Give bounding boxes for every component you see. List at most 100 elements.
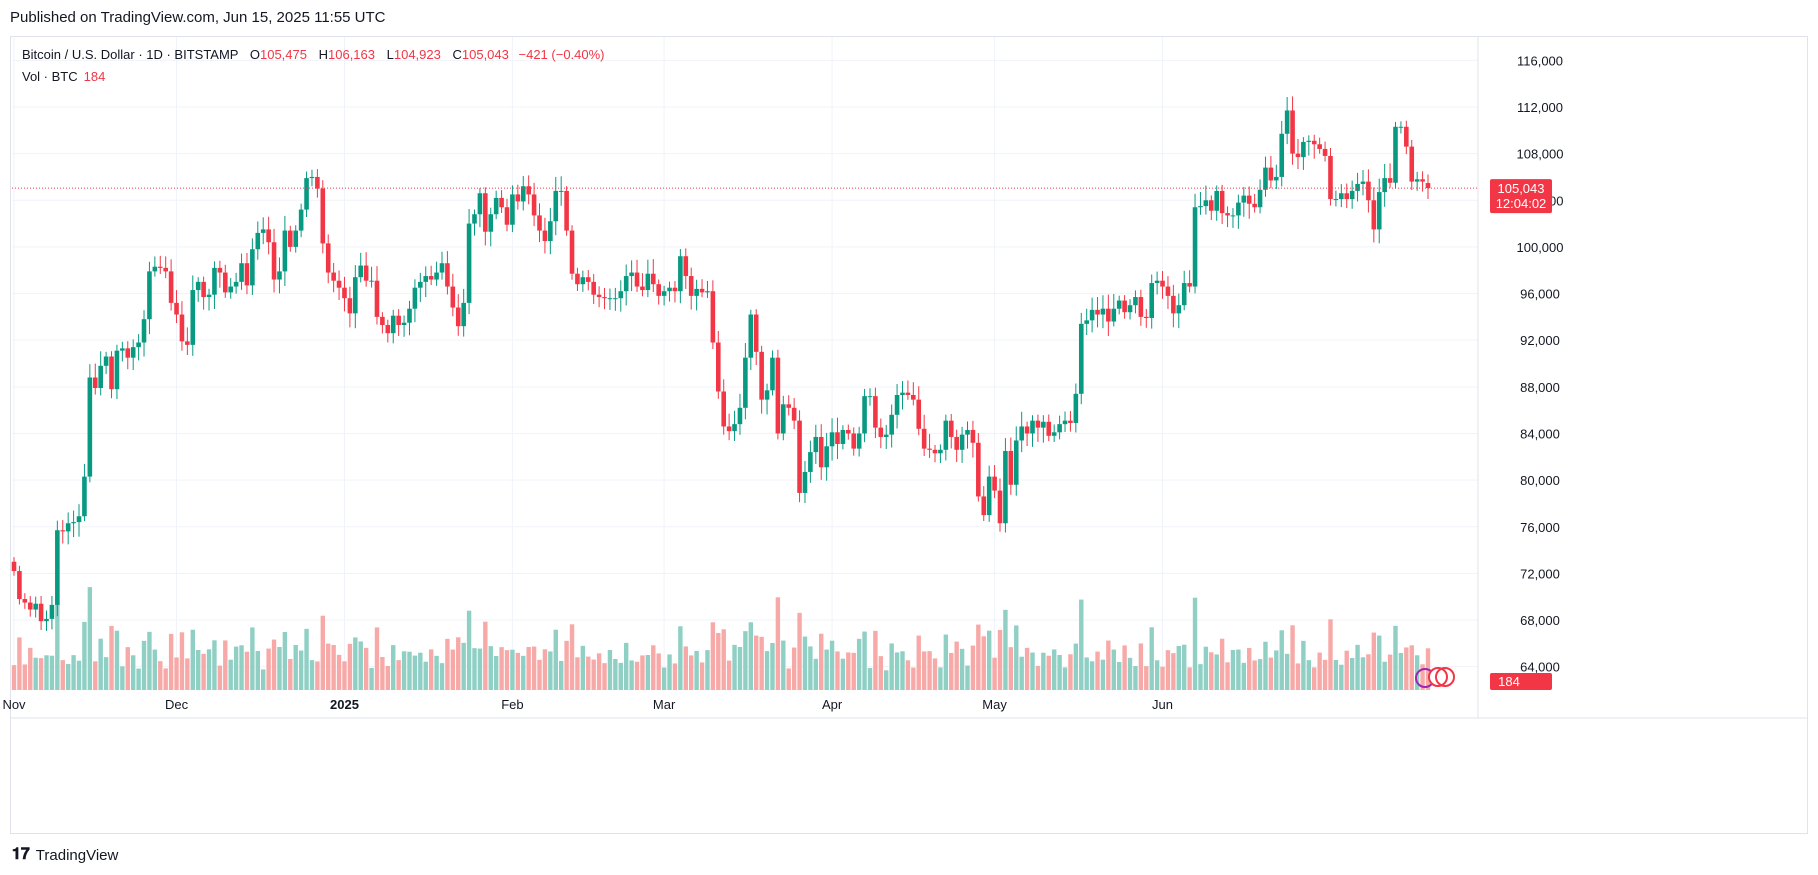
candle-body xyxy=(1404,126,1409,147)
candle-body xyxy=(1317,144,1322,149)
candle-body xyxy=(461,302,466,327)
candle-body xyxy=(1154,280,1160,284)
time-axis-label: Feb xyxy=(501,697,523,712)
price-tick-label: 92,000 xyxy=(1520,333,1560,348)
candle-body xyxy=(781,404,786,434)
candle-body xyxy=(98,365,103,388)
volume-bar xyxy=(477,648,483,690)
volume-bar xyxy=(201,653,206,690)
candle-body xyxy=(428,276,434,280)
volume-bar xyxy=(71,655,76,690)
volume-bar xyxy=(158,661,163,690)
volume-bar xyxy=(347,643,353,690)
volume-bar xyxy=(271,639,277,690)
candle-body xyxy=(22,599,28,603)
volume-bar xyxy=(147,631,152,690)
candle-body xyxy=(1279,133,1285,177)
volume-bar xyxy=(60,660,65,690)
volume-bar xyxy=(754,635,759,690)
candle-body xyxy=(38,603,44,622)
volume-bar xyxy=(921,651,927,690)
candle-body xyxy=(92,377,98,388)
candle-body xyxy=(212,267,217,295)
volume-bar xyxy=(1279,630,1284,690)
candle-body xyxy=(976,442,981,497)
candle-body xyxy=(829,432,835,447)
candle-body xyxy=(1181,283,1187,306)
volume-bar xyxy=(1290,625,1295,690)
volume-bar xyxy=(326,643,331,690)
volume-bar xyxy=(916,635,921,690)
volume-bar xyxy=(120,666,125,690)
candle-body xyxy=(309,176,315,179)
volume-bar xyxy=(493,656,499,690)
volume-bar xyxy=(651,645,656,690)
volume-bar xyxy=(618,662,623,690)
volume-bar xyxy=(1398,653,1404,690)
candle-body xyxy=(661,291,667,296)
volume-bar xyxy=(1214,654,1219,690)
volume-bar xyxy=(1176,646,1181,690)
candle-body xyxy=(694,288,699,296)
candle-body xyxy=(1138,297,1144,317)
volume-bar xyxy=(986,630,992,690)
volume-bar xyxy=(591,659,596,690)
candle-body xyxy=(201,281,206,298)
candle-body xyxy=(737,407,743,425)
volume-bar xyxy=(564,640,569,690)
volume-bar xyxy=(678,626,683,690)
candle-body xyxy=(959,434,965,450)
candle-body xyxy=(564,190,569,231)
candle-body xyxy=(688,276,694,296)
volume-bar xyxy=(65,664,71,690)
candle-body xyxy=(315,176,320,189)
time-axis-label: Nov xyxy=(2,697,26,712)
legend-ohlc-row: Bitcoin / U.S. Dollar · 1D · BITSTAMP O1… xyxy=(22,44,605,66)
volume-bar xyxy=(580,645,586,690)
volume-bar xyxy=(835,651,840,690)
candle-body xyxy=(1203,200,1209,207)
candle-body xyxy=(954,436,959,450)
candle-body xyxy=(900,392,905,395)
candle-body xyxy=(1425,183,1431,189)
candle-body xyxy=(1295,153,1301,158)
volume-bar xyxy=(537,659,542,690)
candle-body xyxy=(407,308,412,323)
candle-body xyxy=(423,276,429,282)
legend-volume-label[interactable]: Vol · BTC xyxy=(22,69,78,84)
candle-body xyxy=(905,392,911,395)
volume-bar xyxy=(959,648,965,690)
candle-body xyxy=(282,230,288,272)
volume-bar xyxy=(759,636,764,690)
volume-bar xyxy=(721,629,726,690)
chart-frame[interactable] xyxy=(10,36,1808,834)
candle-body xyxy=(347,298,353,314)
candle-body xyxy=(981,496,987,516)
candle-body xyxy=(233,281,239,287)
candle-body xyxy=(596,294,602,298)
candle-body xyxy=(818,436,824,468)
legend-open-label: O xyxy=(249,47,260,62)
volume-bar xyxy=(244,651,250,690)
volume-bar xyxy=(353,637,358,690)
candle-body xyxy=(1122,300,1127,313)
candle-body xyxy=(927,448,932,450)
volume-bar xyxy=(255,651,260,690)
candle-body xyxy=(623,276,629,292)
us-flag-event-icon xyxy=(1435,667,1455,687)
candle-body xyxy=(856,433,862,449)
volume-bar xyxy=(1420,664,1425,690)
volume-bar xyxy=(1041,652,1046,690)
candle-body xyxy=(1387,178,1393,183)
volume-bar xyxy=(109,626,114,690)
volume-bar xyxy=(315,661,320,690)
candle-body xyxy=(1301,141,1306,158)
volume-bar xyxy=(716,633,721,690)
candle-body xyxy=(325,243,331,273)
legend-low-label: L xyxy=(386,47,394,62)
candle-body xyxy=(103,356,109,366)
volume-bar xyxy=(1360,657,1366,690)
chart-legend: Bitcoin / U.S. Dollar · 1D · BITSTAMP O1… xyxy=(22,44,605,88)
legend-symbol[interactable]: Bitcoin / U.S. Dollar · 1D · BITSTAMP xyxy=(22,47,239,62)
